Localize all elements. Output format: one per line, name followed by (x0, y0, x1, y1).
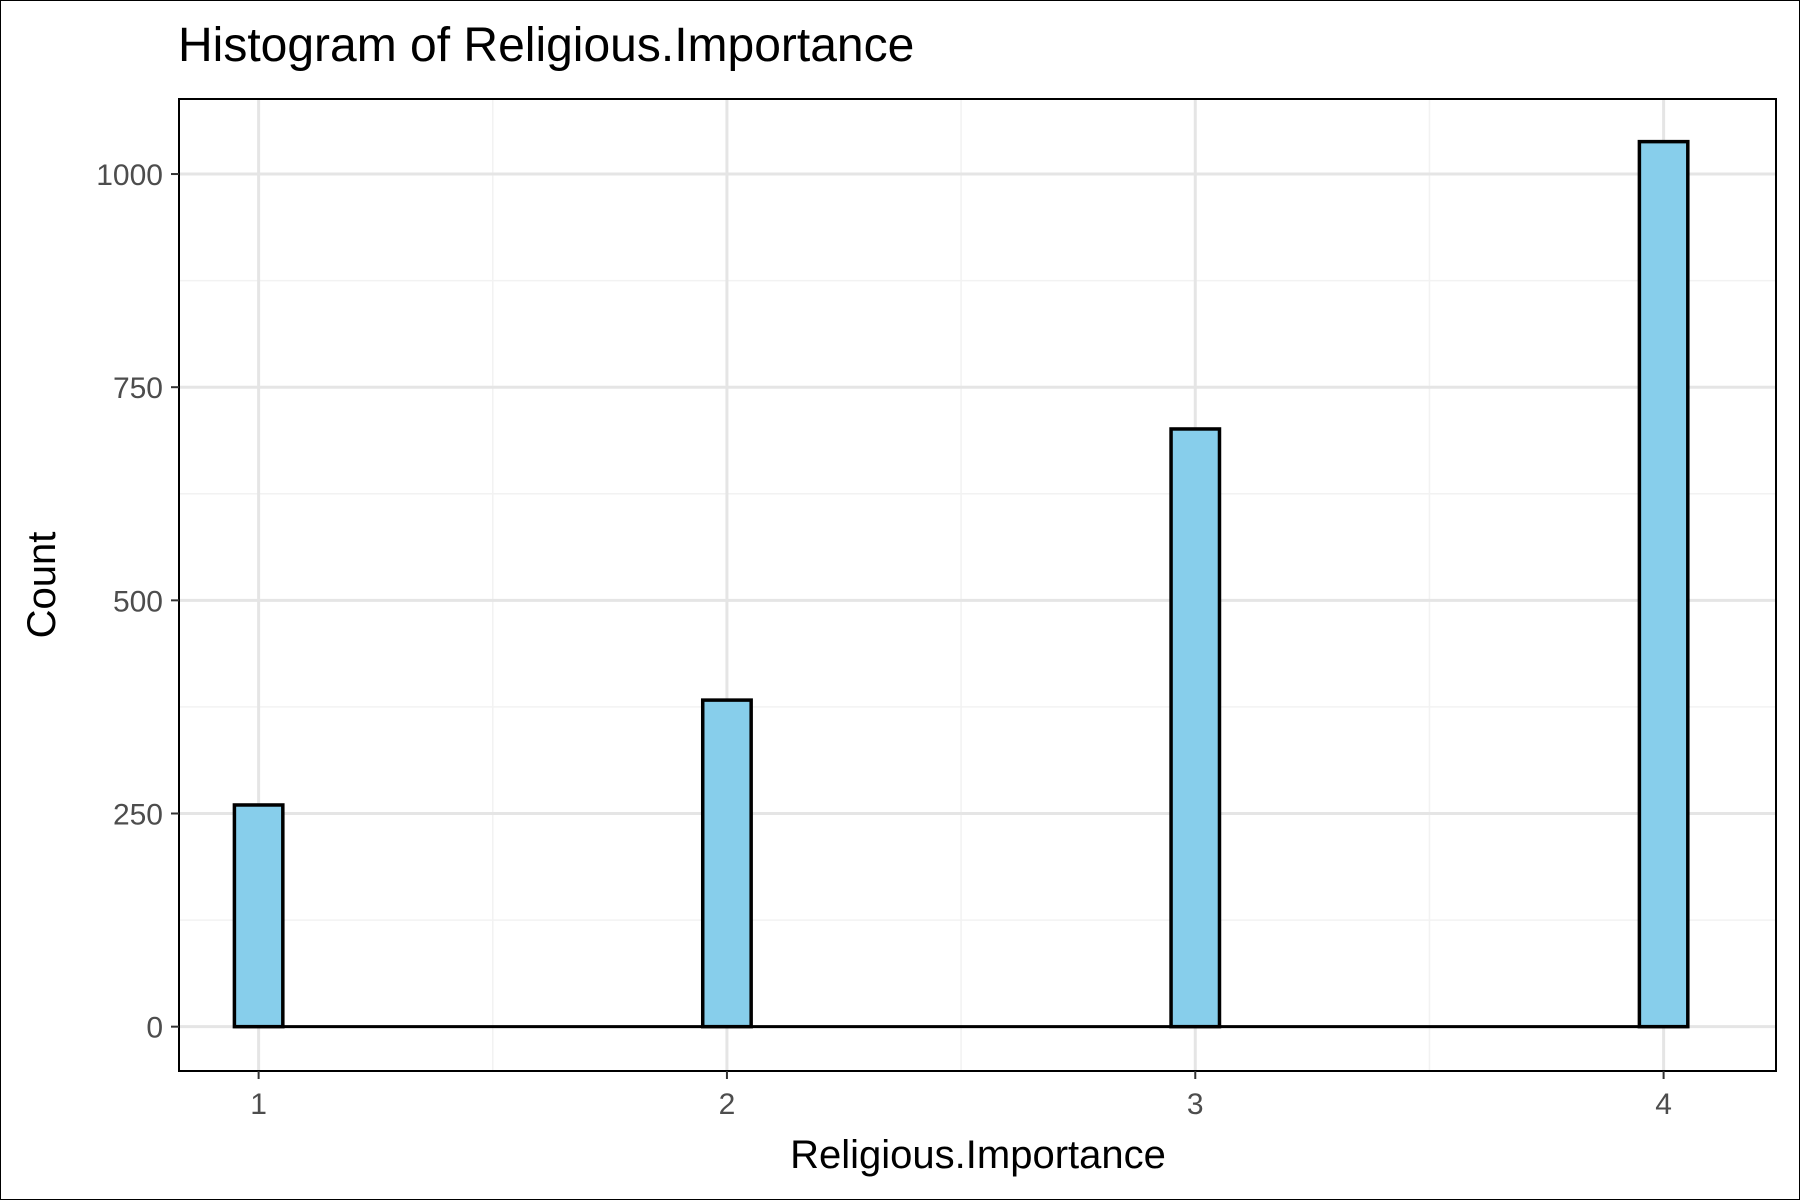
x-tick-label: 3 (1187, 1088, 1204, 1121)
minor-gridlines (179, 99, 1776, 1071)
histogram-bar (232, 803, 285, 1029)
chart-title: Histogram of Religious.Importance (178, 19, 914, 72)
y-tick-label: 750 (113, 372, 163, 405)
y-axis-ticks: 0 250 500 750 1000 (96, 159, 179, 1045)
histogram-bar (1637, 139, 1690, 1029)
plot-panel-border (178, 98, 1777, 1072)
x-tick-label: 1 (250, 1088, 267, 1121)
x-axis-ticks: 1 2 3 4 (250, 1071, 1672, 1121)
y-axis-title: Count (20, 532, 64, 639)
major-gridlines (179, 99, 1776, 1071)
bars-layer (232, 139, 1690, 1029)
y-tick-label: 0 (146, 1012, 163, 1045)
x-tick-label: 2 (719, 1088, 736, 1121)
x-tick-label: 4 (1655, 1088, 1672, 1121)
histogram-bar (700, 698, 753, 1029)
x-axis-title: Religious.Importance (790, 1133, 1166, 1177)
y-tick-label: 500 (113, 585, 163, 618)
histogram-bar (1169, 427, 1222, 1029)
y-tick-label: 250 (113, 799, 163, 832)
y-tick-label: 1000 (96, 159, 163, 192)
